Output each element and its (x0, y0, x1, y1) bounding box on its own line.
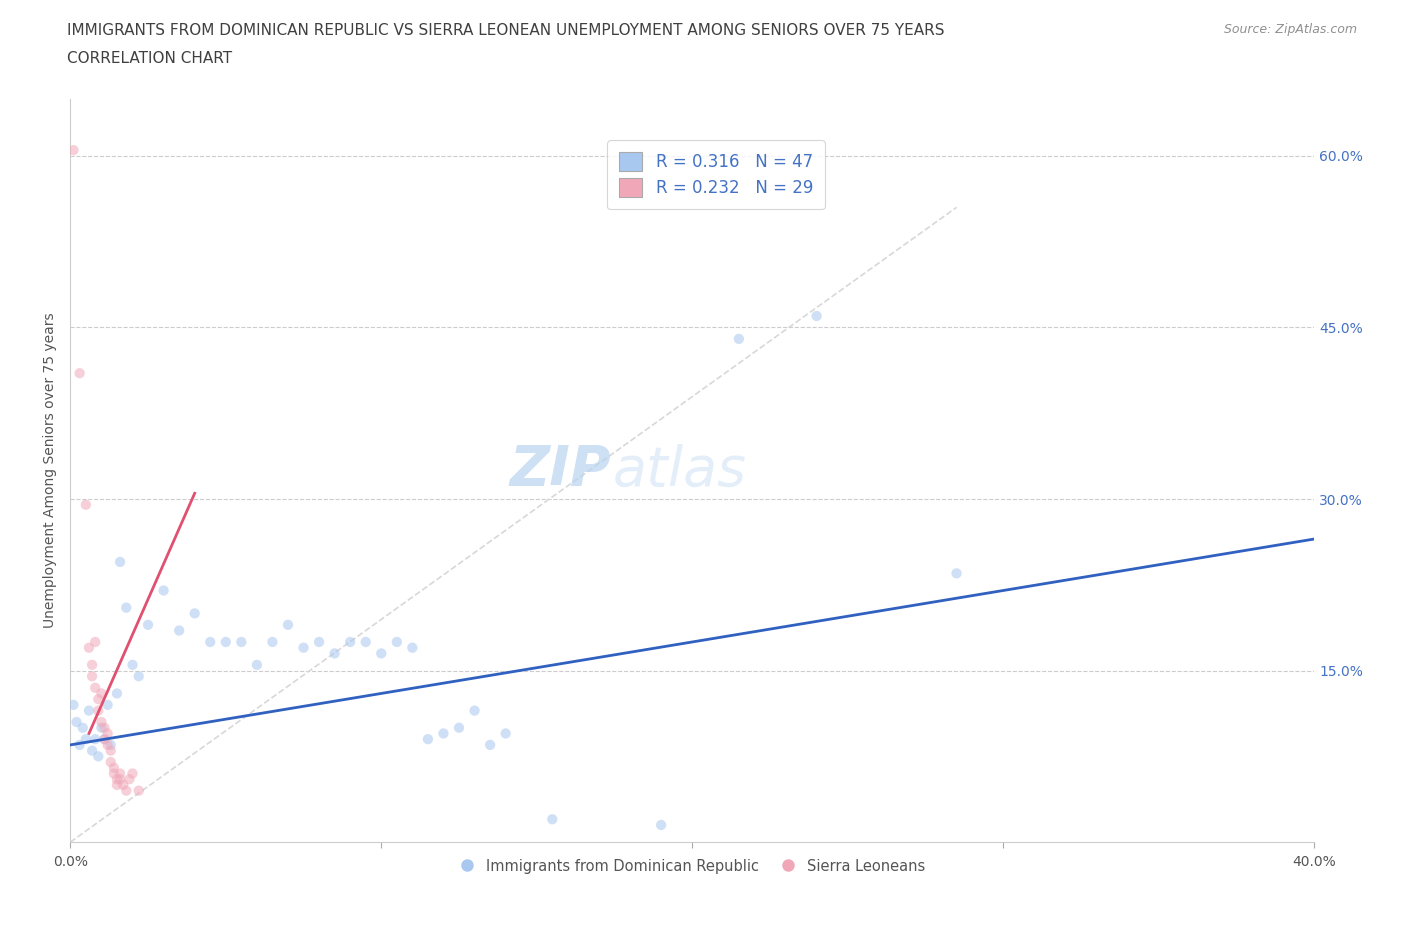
Point (262, 634, 284, 649)
Point (87, 703, 110, 718)
Point (215, 634, 238, 649)
Point (370, 646, 392, 661)
Point (945, 566, 967, 581)
Point (75, 732, 97, 747)
Point (464, 703, 486, 718)
Point (97, 737, 120, 752)
Point (401, 640, 423, 655)
Point (84, 732, 107, 747)
Text: ZIP: ZIP (510, 444, 612, 498)
Point (77, 640, 100, 655)
Point (93, 732, 115, 747)
Point (806, 309, 828, 324)
Point (75, 498, 97, 512)
Point (103, 761, 125, 776)
Point (339, 634, 361, 649)
Point (84, 680, 107, 695)
Point (69, 737, 91, 752)
Point (105, 686, 128, 701)
Point (650, 817, 672, 832)
Point (87, 749, 110, 764)
Point (128, 783, 150, 798)
Point (231, 634, 253, 649)
Point (115, 600, 138, 615)
Point (105, 777, 128, 792)
Point (112, 777, 135, 792)
Point (93, 721, 115, 736)
Text: atlas: atlas (613, 444, 747, 497)
Y-axis label: Unemployment Among Seniors over 75 years: Unemployment Among Seniors over 75 years (44, 312, 58, 629)
Point (121, 766, 143, 781)
Point (385, 634, 408, 649)
Point (183, 606, 205, 621)
Point (80, 743, 103, 758)
Point (84, 634, 107, 649)
Point (90, 714, 112, 729)
Point (495, 726, 517, 741)
Point (72, 721, 94, 736)
Point (65, 714, 87, 729)
Text: Source: ZipAtlas.com: Source: ZipAtlas.com (1223, 23, 1357, 36)
Point (97, 698, 120, 712)
Point (152, 583, 174, 598)
Point (167, 623, 190, 638)
Point (90, 721, 112, 736)
Point (105, 772, 128, 787)
Point (128, 669, 150, 684)
Point (108, 554, 131, 569)
Point (77, 703, 100, 718)
Point (479, 737, 502, 752)
Text: CORRELATION CHART: CORRELATION CHART (67, 51, 232, 66)
Point (246, 658, 269, 672)
Point (103, 766, 125, 781)
Point (136, 618, 159, 632)
Point (97, 726, 120, 741)
Point (115, 783, 138, 798)
Point (100, 743, 122, 758)
Legend: Immigrants from Dominican Republic, Sierra Leoneans: Immigrants from Dominican Republic, Sier… (454, 853, 931, 880)
Point (108, 772, 131, 787)
Point (292, 640, 315, 655)
Point (432, 726, 454, 741)
Text: IMMIGRANTS FROM DOMINICAN REPUBLIC VS SIERRA LEONEAN UNEMPLOYMENT AMONG SENIORS : IMMIGRANTS FROM DOMINICAN REPUBLIC VS SI… (67, 23, 945, 38)
Point (200, 634, 222, 649)
Point (62, 698, 84, 712)
Point (354, 634, 377, 649)
Point (416, 732, 439, 747)
Point (277, 618, 299, 632)
Point (121, 658, 143, 672)
Point (69, 365, 91, 380)
Point (87, 692, 110, 707)
Point (80, 669, 103, 684)
Point (100, 754, 122, 769)
Point (728, 331, 751, 346)
Point (541, 812, 564, 827)
Point (93, 732, 115, 747)
Point (108, 766, 131, 781)
Point (447, 721, 470, 736)
Point (323, 646, 346, 661)
Point (100, 737, 122, 752)
Point (90, 686, 112, 701)
Point (62, 142, 84, 157)
Point (80, 658, 103, 672)
Point (118, 772, 141, 787)
Point (308, 634, 330, 649)
